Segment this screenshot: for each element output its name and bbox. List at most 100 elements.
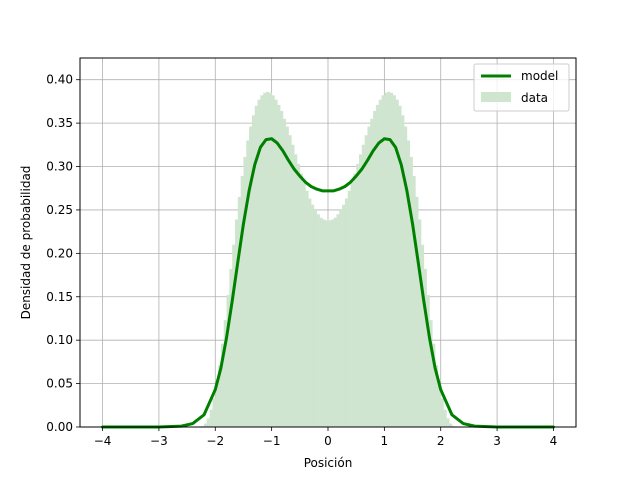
histogram-bar	[204, 423, 208, 427]
histogram-bar	[336, 214, 340, 427]
histogram-bar	[342, 204, 346, 427]
histogram-bar	[330, 219, 334, 427]
x-tick-label: 1	[381, 434, 389, 448]
histogram-bar	[206, 418, 210, 427]
histogram-bar	[415, 196, 419, 427]
histogram-bar	[277, 104, 281, 427]
histogram-bar	[443, 409, 447, 427]
histogram-bar	[361, 144, 365, 427]
histogram-bar	[209, 409, 213, 427]
histogram-bar	[404, 126, 408, 428]
histogram-bar	[212, 398, 216, 427]
histogram-bar	[280, 110, 284, 428]
histogram-bars	[201, 91, 456, 428]
x-tick-label: −4	[94, 434, 112, 448]
histogram-bar	[291, 144, 295, 427]
histogram-bar	[375, 104, 380, 427]
histogram-bar	[401, 115, 405, 427]
histogram-bar	[322, 219, 326, 427]
histogram-bar	[268, 92, 272, 428]
histogram-bar	[398, 105, 402, 428]
histogram-bar	[260, 95, 264, 428]
histogram-bar	[274, 99, 278, 427]
model-line	[101, 137, 555, 429]
histogram-bar	[246, 140, 250, 427]
x-tick-label: 2	[437, 434, 445, 448]
y-tick-label: 0.20	[46, 246, 73, 260]
histogram-bar	[392, 95, 396, 428]
legend-data-label: data	[521, 91, 548, 105]
histogram-bar	[294, 154, 298, 427]
x-tick-label: −2	[206, 434, 224, 448]
histogram-bar	[356, 163, 360, 427]
y-axis-label: Densidad de probabilidad	[19, 166, 33, 320]
histogram-bar	[373, 110, 377, 428]
histogram-bar	[381, 95, 385, 428]
histogram-bar	[271, 95, 275, 428]
histogram-bar	[266, 91, 270, 427]
y-tick-label: 0.15	[46, 290, 73, 304]
histogram-bar	[240, 176, 244, 427]
y-tick-label: 0.00	[46, 420, 73, 434]
histogram-bar	[426, 295, 430, 427]
x-tick-label: −3	[150, 434, 168, 448]
histogram-bar	[237, 196, 241, 427]
x-tick-label: 4	[550, 434, 558, 448]
legend: model data	[473, 63, 570, 112]
histogram-bar	[251, 115, 256, 427]
histogram-bar	[412, 176, 416, 427]
histogram-bar	[308, 198, 312, 427]
histogram-bar	[367, 126, 371, 428]
x-tick-label: 3	[493, 434, 501, 448]
histogram-bar	[218, 365, 222, 427]
histogram-bar	[328, 220, 332, 427]
histogram-bar	[311, 204, 315, 427]
histogram-bar	[299, 173, 303, 427]
histogram-bar	[226, 295, 230, 427]
legend-data-swatch	[481, 92, 511, 102]
histogram-bar	[353, 173, 357, 427]
histogram-bar	[223, 320, 227, 427]
histogram-bar	[370, 118, 374, 427]
histogram-bar	[325, 220, 329, 427]
histogram-bar	[406, 140, 411, 427]
histogram-bar	[282, 118, 287, 427]
y-tick-label: 0.10	[46, 333, 73, 347]
histogram-bar	[359, 154, 363, 427]
histogram-bar	[378, 99, 382, 427]
histogram-bar	[243, 156, 247, 427]
histogram-bar	[313, 209, 318, 427]
histogram-bar	[235, 219, 239, 427]
y-tick-label: 0.25	[46, 203, 73, 217]
y-tick-label: 0.05	[46, 377, 73, 391]
histogram-bar	[437, 383, 442, 427]
histogram-bar	[215, 383, 219, 427]
histogram-bar	[423, 268, 427, 427]
histogram-bar	[350, 182, 354, 427]
histogram-bar	[449, 423, 453, 427]
histogram-bar	[254, 105, 258, 428]
histogram-bar	[409, 156, 413, 427]
histogram-bar	[344, 198, 349, 427]
y-tick-label: 0.40	[46, 73, 73, 87]
histogram-bar	[395, 99, 399, 427]
histogram-bar	[421, 244, 425, 427]
histogram-bar	[257, 99, 261, 427]
model-line-group	[101, 137, 555, 429]
histogram-bar	[288, 135, 292, 427]
histogram-bar	[418, 219, 422, 427]
y-tick-label: 0.30	[46, 160, 73, 174]
histogram-bar	[305, 190, 309, 427]
histogram-bar	[220, 343, 225, 427]
y-axis-ticks: 0.00 0.05 0.10 0.15 0.20 0.25 0.30 0.35 0.40	[46, 73, 80, 434]
histogram-bar	[364, 135, 368, 427]
y-tick-label: 0.35	[46, 116, 73, 130]
histogram-bar	[384, 92, 388, 428]
histogram-bar	[319, 217, 323, 427]
x-tick-label: −1	[263, 434, 281, 448]
histogram-bar	[249, 126, 253, 428]
x-axis-label: Posición	[304, 456, 353, 470]
histogram-bar	[232, 244, 236, 427]
legend-model-label: model	[521, 69, 558, 83]
